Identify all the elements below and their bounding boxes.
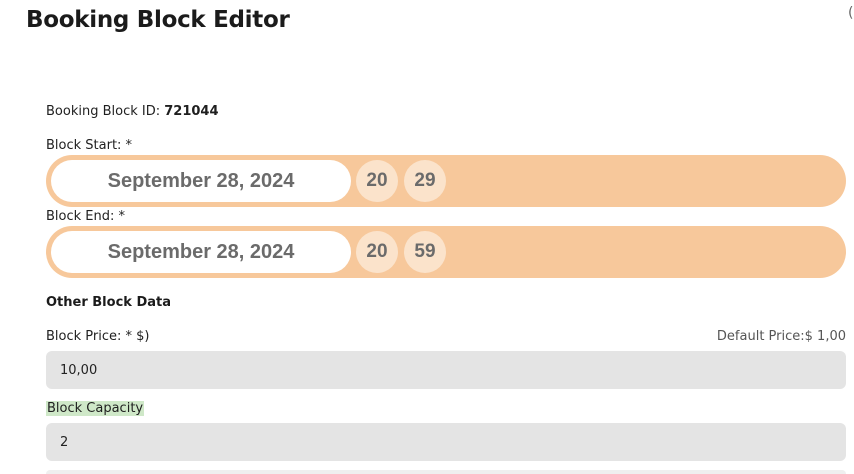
block-price-input[interactable]: 10,00 [46,351,846,389]
next-field-edge [46,470,846,474]
block-start-minute-picker[interactable]: 29 [404,160,446,202]
block-id-label: Booking Block ID: [46,104,165,119]
other-block-data-title: Other Block Data [46,295,171,310]
block-end-datetime: September 28, 2024 20 59 [46,226,846,278]
block-start-date-picker[interactable]: September 28, 2024 [51,160,351,202]
default-price-text: Default Price:$ 1,00 [716,329,846,344]
block-end-label: Block End: * [46,209,126,224]
block-capacity-label: Block Capacity [46,401,145,416]
block-capacity-label-row: Block Capacity [46,401,145,416]
block-capacity-input[interactable]: 2 [46,423,846,461]
corner-glyph: ( [848,5,854,21]
block-end-minute-picker[interactable]: 59 [404,231,446,273]
block-price-label: Block Price: * $) [46,329,150,344]
page-title: Booking Block Editor [26,7,290,33]
block-id-value: 721044 [164,104,219,119]
block-end-date-picker[interactable]: September 28, 2024 [51,231,351,273]
block-id-row: Booking Block ID: 721044 [46,104,219,119]
block-start-label: Block Start: * [46,138,133,153]
block-start-hour-picker[interactable]: 20 [356,160,398,202]
block-start-datetime: September 28, 2024 20 29 [46,155,846,207]
block-end-hour-picker[interactable]: 20 [356,231,398,273]
